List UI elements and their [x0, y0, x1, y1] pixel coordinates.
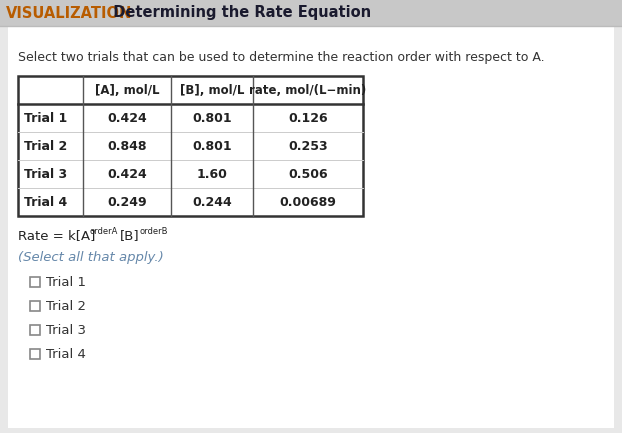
Bar — [30, 349, 40, 359]
Bar — [18, 76, 363, 216]
Text: 0.801: 0.801 — [192, 112, 232, 125]
Text: Trial 3: Trial 3 — [46, 323, 86, 336]
Text: Trial 2: Trial 2 — [24, 139, 67, 152]
Bar — [18, 76, 363, 216]
Text: Determining the Rate Equation: Determining the Rate Equation — [103, 6, 371, 20]
Text: 0.249: 0.249 — [107, 196, 147, 209]
Text: 0.848: 0.848 — [107, 139, 147, 152]
Bar — [0, 0, 622, 26]
Text: 0.506: 0.506 — [288, 168, 328, 181]
Text: 0.253: 0.253 — [288, 139, 328, 152]
Text: [B], mol/L: [B], mol/L — [180, 84, 244, 97]
Text: rate, mol/(L−min): rate, mol/(L−min) — [249, 84, 366, 97]
Text: Trial 3: Trial 3 — [24, 168, 67, 181]
Text: orderA: orderA — [90, 226, 118, 236]
Text: Trial 1: Trial 1 — [46, 275, 86, 288]
Text: 0.801: 0.801 — [192, 139, 232, 152]
Text: Trial 4: Trial 4 — [24, 196, 67, 209]
Text: 1.60: 1.60 — [197, 168, 228, 181]
Text: (Select all that apply.): (Select all that apply.) — [18, 252, 164, 265]
Text: 0.424: 0.424 — [107, 168, 147, 181]
Text: 0.424: 0.424 — [107, 112, 147, 125]
Text: 0.244: 0.244 — [192, 196, 232, 209]
Text: VISUALIZATION: VISUALIZATION — [6, 6, 132, 20]
Text: [A], mol/L: [A], mol/L — [95, 84, 159, 97]
Bar — [30, 325, 40, 335]
Text: 0.126: 0.126 — [288, 112, 328, 125]
Text: Trial 1: Trial 1 — [24, 112, 67, 125]
Text: Select two trials that can be used to determine the reaction order with respect : Select two trials that can be used to de… — [18, 52, 545, 65]
Text: Trial 4: Trial 4 — [46, 348, 86, 361]
Text: Rate = k[A]: Rate = k[A] — [18, 229, 95, 242]
Text: 0.00689: 0.00689 — [279, 196, 337, 209]
Bar — [30, 277, 40, 287]
Bar — [30, 301, 40, 311]
Text: Trial 2: Trial 2 — [46, 300, 86, 313]
Text: [B]: [B] — [120, 229, 139, 242]
Text: orderB: orderB — [140, 226, 169, 236]
